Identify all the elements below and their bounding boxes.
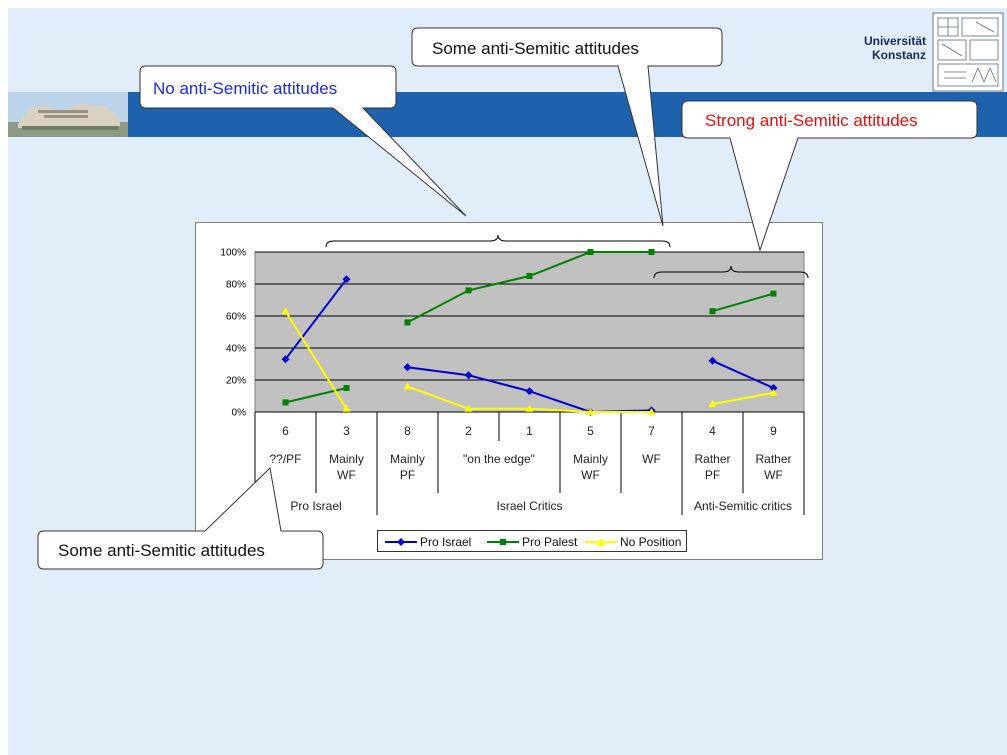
callout-some-antisemitic-top: Some anti-Semitic attitudes [411,27,723,227]
data-point [403,382,412,390]
data-point [526,273,533,279]
callout-strong-antisemitic: Strong anti-Semitic attitudes [681,100,978,252]
campus-building-photo [8,92,128,137]
series-line [285,387,347,404]
category-label: WF [337,468,356,482]
university-name: Universität Konstanz [808,34,926,62]
slide: Universität Konstanz 0% 20% 40% 60% 80% 100% … [8,8,1007,755]
callout-no-antisemitic-text: No anti-Semitic attitudes [153,79,337,98]
group-brace [653,265,809,279]
y-tick-label: 0% [232,408,247,419]
y-tick-label: 20% [226,376,246,387]
data-point [281,355,290,364]
university-name-line2: Konstanz [872,48,926,62]
line-chart: 0% 20% 40% 60% 80% 100% 6 ??/PF 3 Mainly WF 8 Mainl… [220,234,809,515]
series-layer [281,249,778,416]
series-line [712,359,774,389]
data-point [769,388,778,396]
chart-frame: 0% 20% 40% 60% 80% 100% 6 ??/PF 3 Mainly WF 8 Mainl… [195,222,823,560]
category-label: Rather [755,452,791,466]
y-tick-label: 80% [226,280,246,291]
data-point [404,319,411,326]
category-number: 4 [709,424,716,438]
data-point [709,308,716,315]
category-label: Mainly [573,452,608,466]
y-tick-label: 100% [220,248,246,259]
data-point [281,307,290,315]
series-line [284,278,348,360]
data-point [464,404,473,412]
category-number: 5 [587,424,594,438]
data-point [343,385,350,391]
data-point [342,404,351,412]
group-label: Israel Critics [496,499,562,513]
data-point [587,249,594,255]
category-number: 2 [465,424,472,438]
group-label: Pro Israel [290,499,341,513]
category-label: PF [400,468,415,482]
callout-some-antisemitic-top-text: Some anti-Semitic attitudes [432,39,639,58]
data-point [648,249,655,255]
chart-legend: Pro Israel Pro Palest No Position [377,530,687,552]
data-point [403,363,412,372]
data-point [465,287,472,294]
category-number: 7 [648,424,655,438]
category-label: ??/PF [269,452,301,466]
callout-some-antisemitic-bottom: Some anti-Semitic attitudes [37,466,324,570]
series-line [712,391,774,405]
category-label: WF [642,452,661,466]
category-table-layer: 6 ??/PF 3 Mainly WF 8 Mainly PF 2 "on the edge" 1 5… [254,234,809,515]
category-label: Mainly [390,452,425,466]
group-label: Anti-Semitic critics [694,499,792,513]
category-label: PF [705,468,720,482]
legend-item-no-position: No Position [584,534,681,550]
data-point [708,400,717,407]
data-point [770,290,777,297]
data-point [586,408,595,415]
group-brace [325,234,671,248]
callouts-layer: No anti-Semitic attitudes Some anti-Semi… [37,27,978,570]
y-ticks-layer: 0% 20% 40% 60% 80% 100% [220,248,246,419]
category-label: Rather [694,452,730,466]
university-name-line1: Universität [863,34,926,48]
category-label: "on the edge" [463,452,535,466]
data-point [342,275,351,284]
legend-swatch-pro-palest [487,539,519,545]
category-number: 8 [404,424,411,438]
series-pro-palest [282,249,777,406]
legend-label-pro-israel: Pro Israel [420,535,472,549]
category-number: 9 [770,424,777,438]
data-point [647,408,656,415]
legend-label-no-position: No Position [620,535,682,549]
data-point [769,384,778,392]
data-point [525,404,534,412]
category-number: 3 [343,424,350,438]
legend-item-pro-palest: Pro Palest [486,534,577,550]
data-point [708,356,717,365]
legend-swatch-pro-israel [385,538,417,546]
series-no-position [281,307,778,415]
data-point [282,399,289,406]
callout-no-antisemitic: No anti-Semitic attitudes [139,65,467,217]
y-tick-label: 40% [226,344,246,355]
callout-some-antisemitic-bottom-text: Some anti-Semitic attitudes [58,541,265,560]
university-seal-icon [932,12,1004,92]
gridlines-layer [255,251,804,413]
category-number: 1 [526,424,533,438]
data-point [525,387,534,396]
series-line [284,310,348,410]
callout-strong-antisemitic-text: Strong anti-Semitic attitudes [705,111,918,130]
legend-item-pro-israel: Pro Israel [384,534,471,550]
legend-swatch-no-position [585,538,617,546]
data-point [464,371,473,380]
legend-label-pro-palest: Pro Palest [522,535,578,549]
category-label: WF [581,468,600,482]
category-label: WF [764,468,783,482]
category-number: 6 [282,424,289,438]
y-tick-label: 60% [226,312,246,323]
series-line [712,292,774,313]
category-label: Mainly [329,452,364,466]
